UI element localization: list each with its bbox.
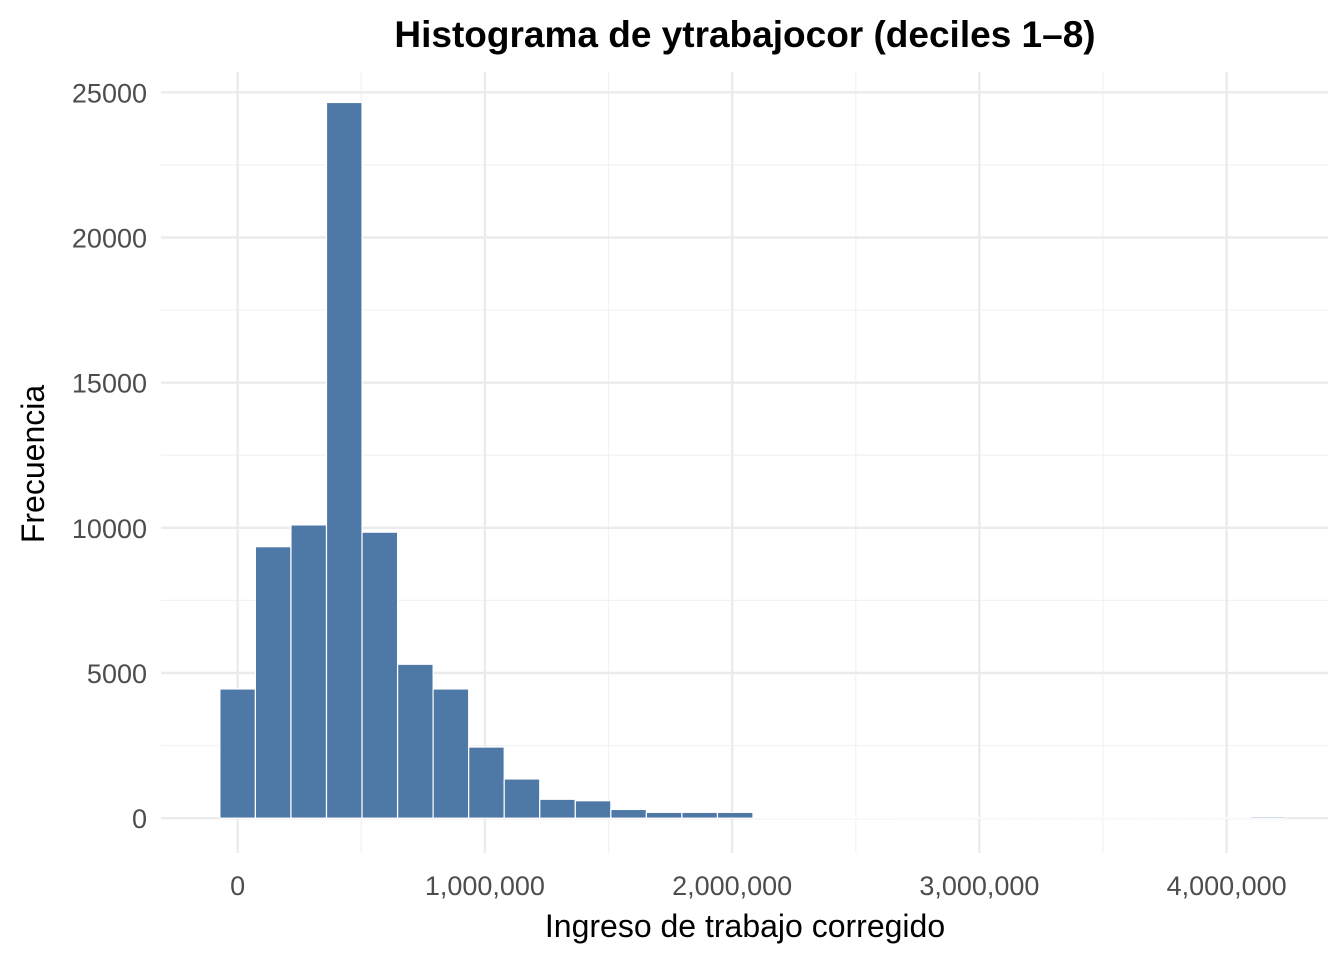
x-tick-label: 1,000,000 <box>425 871 545 901</box>
histogram-bar <box>540 799 576 818</box>
bar-layer <box>220 102 1286 818</box>
histogram-bar <box>753 817 789 818</box>
histogram-bar <box>469 747 505 818</box>
y-tick-label: 20000 <box>72 223 147 253</box>
x-tick-label: 3,000,000 <box>919 871 1039 901</box>
x-tick-label: 2,000,000 <box>672 871 792 901</box>
histogram-bar <box>824 817 860 818</box>
histogram-bar <box>717 812 753 818</box>
histogram-bar <box>220 689 256 818</box>
y-tick-label: 5000 <box>87 659 147 689</box>
histogram-bar <box>255 547 291 818</box>
histogram-bar <box>398 664 434 818</box>
histogram-bar <box>504 779 540 818</box>
chart-title: Histograma de ytrabajocor (deciles 1–8) <box>394 14 1095 55</box>
histogram-bar <box>682 812 718 818</box>
histogram-bar <box>860 818 896 819</box>
histogram-bar <box>646 812 682 818</box>
y-axis-title: Frecuencia <box>15 385 51 544</box>
y-tick-label: 10000 <box>72 514 147 544</box>
x-tick-label: 0 <box>230 871 245 901</box>
histogram-bar <box>789 817 825 818</box>
histogram-bar <box>1251 817 1287 818</box>
y-tick-label: 15000 <box>72 369 147 399</box>
histogram-bar <box>575 801 611 818</box>
histogram-bar <box>327 102 363 818</box>
y-tick-label: 0 <box>132 804 147 834</box>
y-tick-label: 25000 <box>72 78 147 108</box>
x-tick-label: 4,000,000 <box>1167 871 1287 901</box>
histogram-bar <box>433 689 469 818</box>
histogram-bar <box>291 525 327 818</box>
histogram-bar <box>362 532 398 818</box>
histogram-bar <box>611 809 647 818</box>
x-axis-title: Ingreso de trabajo corregido <box>545 908 945 944</box>
